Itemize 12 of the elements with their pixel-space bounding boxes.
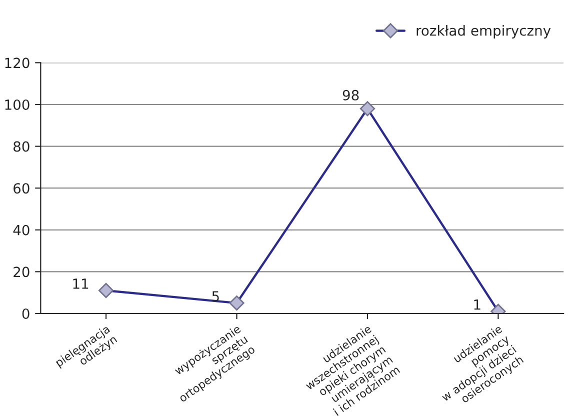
data-label: 11	[73, 278, 88, 289]
y-tick-label: 60	[14, 183, 30, 194]
y-tick-label: 0	[22, 308, 30, 319]
y-tick-label: 20	[14, 266, 30, 278]
legend-label: rozkład empiryczny	[416, 25, 551, 38]
data-label: 5	[212, 291, 219, 302]
y-tick-label: 100	[5, 99, 30, 110]
y-tick-label: 40	[13, 224, 30, 236]
data-label: 1	[474, 300, 480, 310]
y-tick-label: 80	[14, 141, 30, 152]
data-label: 98	[342, 90, 359, 100]
y-tick-label: 120	[5, 58, 30, 68]
